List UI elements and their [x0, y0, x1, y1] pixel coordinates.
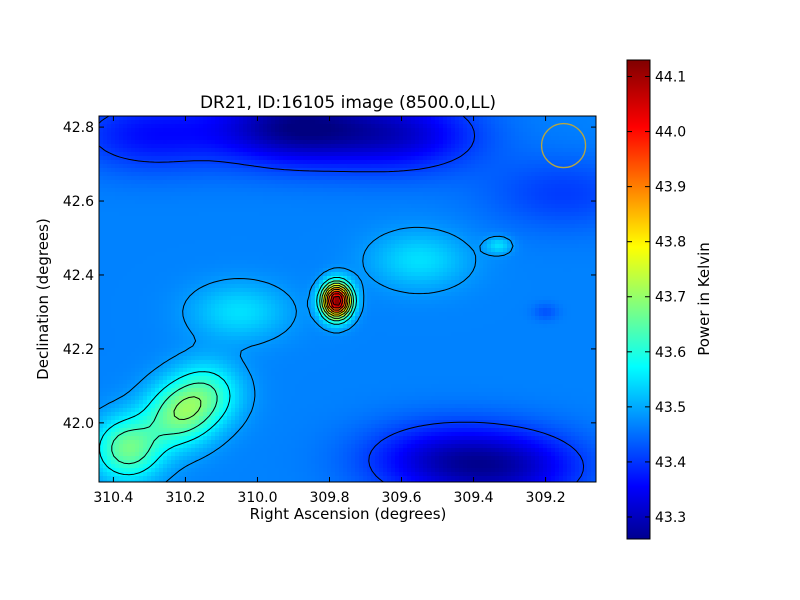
x-tick-label: 310.2 [165, 490, 205, 506]
colorbar-ticks: 43.3 43.4 43.5 43.6 43.7 43.8 43.9 44.0 44.1 [627, 70, 686, 526]
chart-title: DR21, ID:16105 image (8500.0,LL) [200, 93, 496, 113]
beam-circle [540, 122, 587, 169]
contour-level-line [332, 295, 342, 306]
colorbar-tick-label: 44.0 [655, 125, 686, 141]
x-tick-label: 309.6 [381, 490, 421, 506]
contour-level-line [323, 285, 351, 317]
y-tick-label: 42.4 [63, 268, 94, 284]
x-tick-label: 309.8 [309, 490, 349, 506]
x-axis-label: Right Ascension (degrees) [250, 505, 447, 523]
colorbar-tick-label: 43.8 [655, 235, 686, 251]
contour-level-line [99, 276, 357, 476]
contour-level-line [111, 280, 354, 465]
colorbar-tick-label: 44.1 [655, 70, 686, 86]
x-tick-label: 310.4 [93, 490, 133, 506]
y-tick-label: 42.6 [63, 194, 94, 210]
colorbar-tick-label: 43.6 [655, 345, 686, 361]
contour-level-line [324, 287, 349, 315]
heatmap-image [99, 116, 597, 483]
contour-level-line [328, 291, 346, 311]
colorbar-label: Power in Kelvin [695, 242, 713, 356]
contour-level-line [330, 293, 344, 309]
contour-level-line [99, 226, 514, 482]
y-tick-label: 42.0 [63, 416, 94, 432]
contour-level-line [326, 289, 347, 313]
y-axis-label: Declination (degrees) [34, 218, 52, 380]
colorbar-tick-label: 43.4 [655, 455, 686, 471]
x-tick-label: 309.2 [526, 490, 566, 506]
contour-lines [99, 116, 585, 482]
contour-level-line [99, 116, 585, 482]
colorbar-tick-label: 43.5 [655, 400, 686, 416]
x-tick-label: 309.4 [454, 490, 494, 506]
colorbar [626, 59, 651, 540]
y-tick-label: 42.2 [63, 342, 94, 358]
colorbar-tick-label: 43.9 [655, 180, 686, 196]
y-axis-ticks: 42.0 42.2 42.4 42.6 42.8 [63, 120, 596, 432]
y-tick-label: 42.8 [63, 120, 94, 136]
plot-frame [98, 115, 597, 483]
x-axis-ticks: 310.4 310.2 310.0 309.8 309.6 309.4 309.2 [93, 116, 566, 506]
colorbar-tick-label: 43.7 [655, 290, 686, 306]
colorbar-tick-label: 43.3 [655, 510, 686, 526]
contour-level-line [173, 282, 353, 420]
x-tick-label: 310.0 [237, 490, 277, 506]
